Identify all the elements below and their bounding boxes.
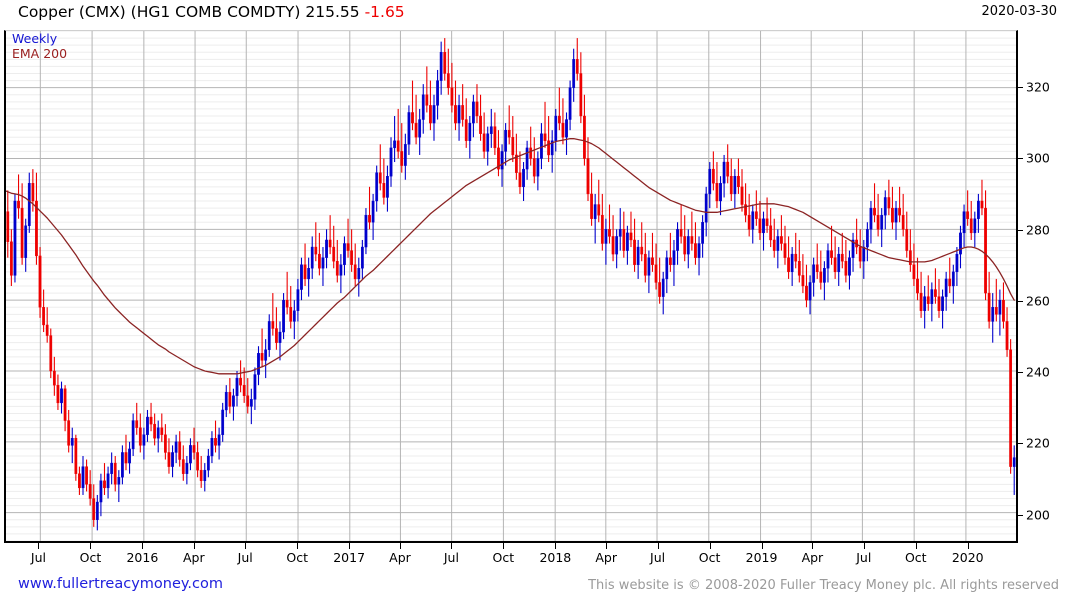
x-tick-label: Jul (237, 550, 253, 565)
x-tick-mark (245, 543, 247, 549)
x-tick-label: Oct (79, 550, 102, 565)
y-tick-mark (1018, 443, 1023, 445)
y-axis: 200 220 240 260 280 300 320 (1018, 30, 1075, 543)
site-link[interactable]: www.fullertreacymoney.com (18, 576, 223, 592)
plot-area[interactable] (4, 30, 1018, 543)
y-tick-label: 220 (1026, 435, 1050, 451)
chart-header: Copper (CMX) (HG1 COMB COMDTY) 215.55 -1… (0, 0, 1075, 28)
x-tick-label: Jul (856, 550, 872, 565)
y-tick-mark (1018, 514, 1023, 516)
y-tick-label: 320 (1026, 79, 1050, 95)
price-change: -1.65 (364, 3, 405, 21)
chart-footer: www.fullertreacymoney.com This website i… (0, 574, 1075, 600)
last-price: 215.55 (305, 3, 360, 21)
x-tick-mark (657, 543, 659, 549)
x-tick-label: Jul (443, 550, 459, 565)
x-tick-label: Oct (698, 550, 721, 565)
x-tick-mark (967, 543, 969, 549)
x-tick-label: 2018 (539, 550, 572, 565)
x-tick-mark (349, 543, 351, 549)
x-tick-label: 2019 (745, 550, 778, 565)
x-tick-label: Apr (389, 550, 411, 565)
y-tick-label: 240 (1026, 364, 1050, 380)
y-tick-label: 260 (1026, 293, 1050, 309)
x-tick-label: Apr (182, 550, 205, 565)
x-tick-mark (90, 543, 92, 549)
x-tick-label: Apr (595, 550, 617, 565)
y-tick-label: 280 (1026, 222, 1050, 237)
chart-date: 2020-03-30 (981, 4, 1057, 19)
x-tick-label: Oct (286, 550, 308, 565)
x-tick-mark (503, 543, 505, 549)
x-tick-label: 2017 (333, 550, 366, 565)
x-tick-mark (761, 543, 763, 549)
x-tick-label: 2020 (951, 550, 984, 565)
x-tick-mark (863, 543, 865, 549)
x-tick-mark (709, 543, 711, 549)
x-tick-label: Jul (650, 550, 666, 565)
x-tick-mark (915, 543, 917, 549)
y-tick-label: 200 (1026, 507, 1050, 522)
y-tick-mark (1018, 87, 1023, 88)
x-tick-label: Jul (30, 550, 46, 565)
y-tick-mark (1018, 229, 1023, 231)
x-tick-mark (38, 543, 40, 549)
x-tick-mark (555, 543, 557, 549)
x-tick-mark (297, 543, 299, 549)
y-tick-label: 300 (1026, 150, 1050, 166)
y-tick-mark (1018, 372, 1023, 373)
x-tick-mark (399, 543, 401, 549)
page-title: Copper (CMX) (HG1 COMB COMDTY) 215.55 -1… (18, 3, 405, 21)
x-tick-label: Oct (904, 550, 927, 565)
x-tick-mark (606, 543, 608, 549)
x-tick-label: Apr (801, 550, 824, 565)
y-tick-mark (1018, 300, 1023, 302)
copyright-notice: This website is © 2008-2020 Fuller Treac… (588, 578, 1059, 593)
x-tick-mark (193, 543, 195, 549)
x-tick-label: 2016 (126, 550, 159, 565)
x-tick-mark (142, 543, 144, 549)
grid-layer (6, 31, 1016, 541)
series-layer (6, 38, 1016, 531)
x-axis: Jul Oct 2016 Apr Jul Oct 2017 Apr Jul Oct 2018 Apr J… (4, 543, 1018, 571)
x-tick-mark (812, 543, 814, 549)
x-tick-label: Oct (492, 550, 515, 565)
x-tick-mark (451, 543, 453, 549)
y-tick-mark (1018, 158, 1023, 160)
instrument-name: Copper (CMX) (HG1 COMB COMDTY) (18, 3, 301, 21)
